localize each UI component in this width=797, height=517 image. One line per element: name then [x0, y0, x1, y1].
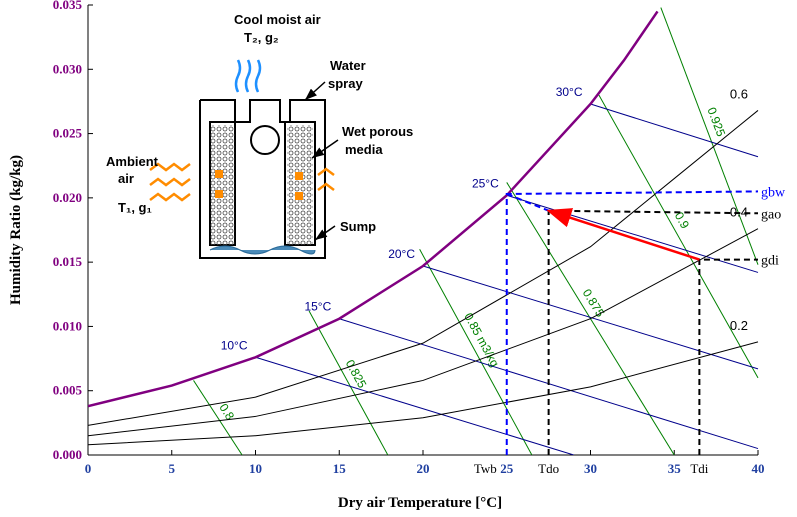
rh-label: 0.6	[730, 86, 748, 101]
x-tick-label: 25	[500, 461, 514, 476]
fan	[250, 125, 280, 155]
x-tick-label: 40	[752, 461, 765, 476]
connector-line	[506, 193, 549, 212]
y-tick-label: 0.030	[53, 61, 82, 76]
plot: 0.000 0.005 0.010 0.015 0.020 0.025 0.030 0.035…	[53, 0, 786, 476]
saturation-curve	[88, 10, 659, 408]
guide-line	[505, 190, 759, 455]
volume-line	[598, 94, 759, 379]
air-arrows	[234, 59, 262, 93]
guide-label: gbw	[761, 185, 786, 200]
inset-label: Ambient	[106, 154, 159, 169]
volume-line	[419, 249, 533, 455]
inset-diagram: Cool moist air T₂, g₂ Water spray Wet po…	[106, 12, 413, 260]
rh-line	[88, 228, 759, 437]
rh-line	[88, 341, 759, 446]
x-tick-label: 30	[584, 461, 597, 476]
wet-bulb-line	[255, 356, 574, 455]
volume-label: 0.875	[580, 287, 608, 320]
wet-bulb-line	[590, 103, 759, 158]
callout-lines	[304, 81, 339, 241]
inset-label: T₂, g₂	[244, 30, 279, 45]
x-marker-label: Tdi	[690, 461, 708, 476]
rh-line	[88, 110, 759, 426]
inset-label: spray	[328, 76, 363, 91]
inset-label: Water	[330, 58, 366, 73]
inset-label: Cool moist air	[234, 12, 321, 27]
process-arrow	[546, 208, 700, 261]
y-tick-label: 0.005	[53, 383, 83, 398]
rh-label: 0.2	[730, 318, 748, 333]
fan-housing	[235, 99, 290, 123]
ambient-air-arrows	[149, 162, 335, 202]
y-tick-label: 0.025	[53, 126, 83, 141]
wet-bulb-line	[506, 194, 759, 273]
inset-label: T₁, g₁	[118, 200, 152, 215]
porous-media-left	[210, 125, 235, 245]
x-tick-label: 0	[85, 461, 92, 476]
inset-label: media	[345, 142, 383, 157]
wet-bulb-label: 20°C	[388, 247, 415, 261]
x-tick-label: 35	[668, 461, 682, 476]
x-tick-label: 15	[333, 461, 347, 476]
porous-media-right	[287, 125, 313, 245]
volume-line	[308, 310, 389, 455]
sump-water	[209, 245, 316, 255]
x-tick-label: 5	[169, 461, 176, 476]
x-tick-label: 10	[249, 461, 262, 476]
guide-line	[547, 209, 759, 455]
inset-label: Sump	[340, 219, 376, 234]
wet-bulb-line	[422, 265, 759, 370]
wet-bulb-label: 10°C	[221, 338, 248, 352]
wet-bulb-label: 15°C	[304, 300, 331, 314]
inset-label: air	[118, 171, 134, 186]
inset-label: Wet porous	[342, 124, 413, 139]
x-marker-label: Twb	[474, 461, 497, 476]
wet-bulb-label: 30°C	[556, 85, 583, 99]
volume-label: 0.85 m3/kg	[461, 311, 502, 370]
guide-label: gao	[761, 207, 781, 222]
volume-line	[193, 380, 243, 455]
wet-bulb-label: 25°C	[472, 176, 499, 190]
x-axis-title: Dry air Temperature [°C]	[338, 495, 502, 511]
water-drops	[215, 170, 303, 200]
y-axis-title: Humidity Ratio (kg/kg)	[8, 155, 24, 305]
y-tick-label: 0.020	[53, 190, 82, 205]
y-tick-label: 0.035	[53, 0, 83, 12]
y-tick-label: 0.010	[53, 318, 82, 333]
volume-line	[660, 7, 759, 265]
x-marker-label: Tdo	[538, 461, 559, 476]
x-tick-label: 20	[417, 461, 430, 476]
y-tick-label: 0.000	[53, 447, 82, 462]
y-tick-label: 0.015	[53, 254, 83, 269]
guide-label: gdi	[761, 254, 779, 269]
